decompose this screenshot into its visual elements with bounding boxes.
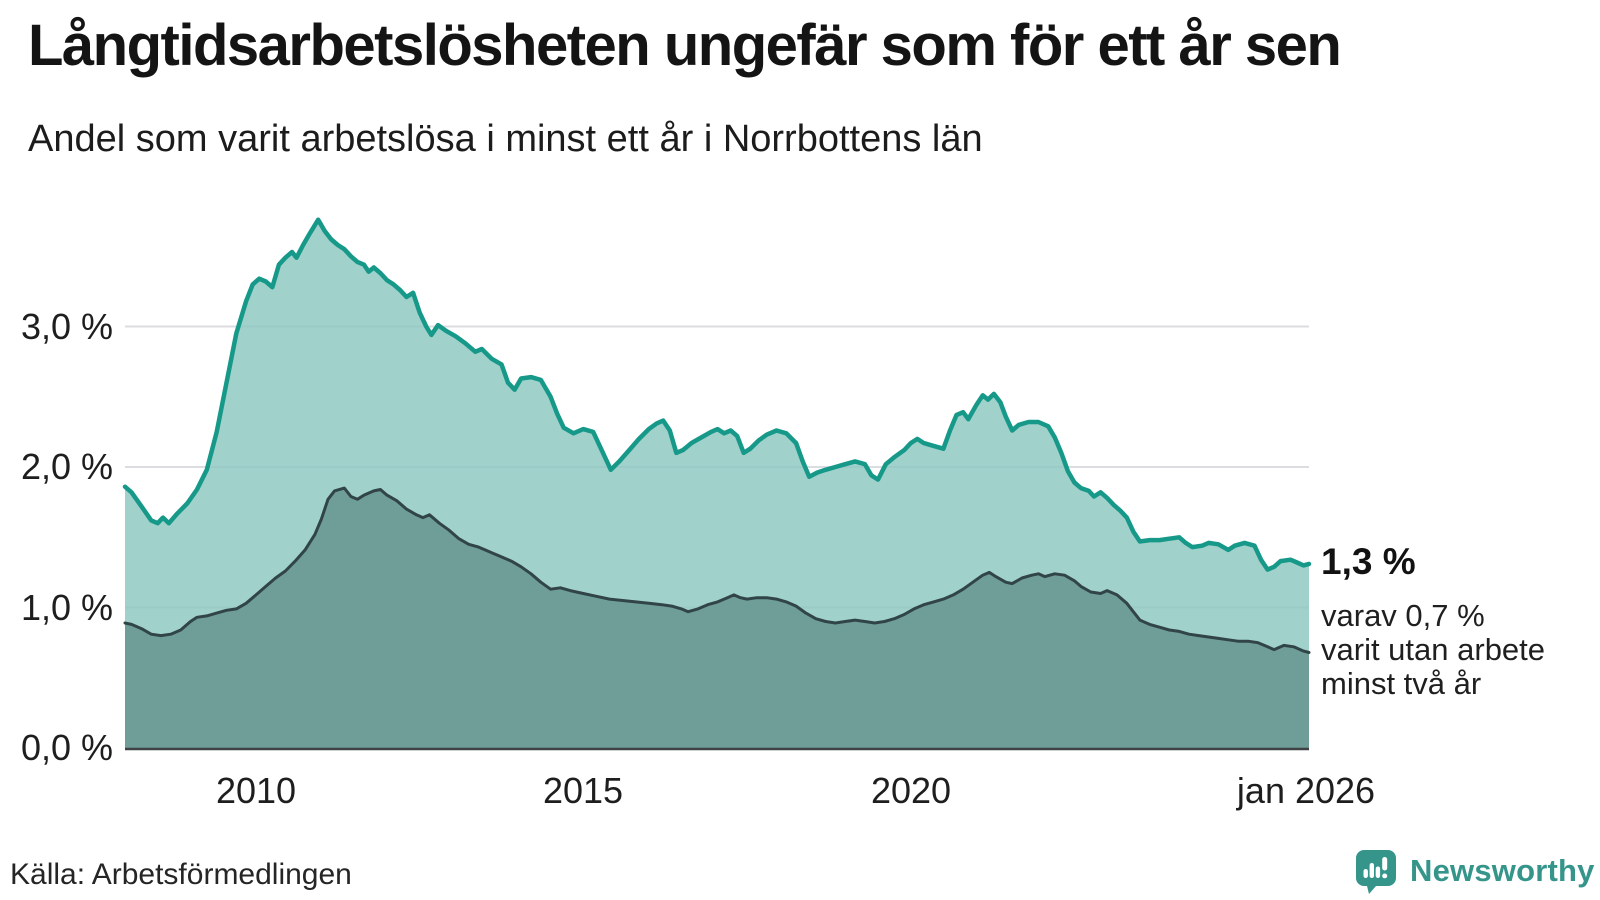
page-title: Långtidsarbetslösheten ungefär som för e…	[28, 13, 1342, 78]
x-tick-label: 2015	[542, 770, 624, 811]
line-series-2	[123, 486, 1311, 654]
y-tick-label: 0,0 %	[20, 727, 113, 768]
speech-bubble-chart-icon	[1356, 850, 1396, 894]
annotation-secondary-line: varit utan arbete	[1321, 632, 1546, 667]
annotation-secondary: varav 0,7 % varit utan arbete minst två …	[1321, 599, 1545, 701]
y-tick-label: 3,0 %	[20, 305, 113, 347]
x-tick-label: jan 2026	[1236, 770, 1376, 811]
y-tick-label: 2,0 %	[20, 446, 113, 487]
annotation-secondary-line: varav 0,7 %	[1321, 598, 1485, 633]
series-areas	[122, 217, 1312, 748]
newsworthy-wordmark: Newsworthy	[1410, 853, 1595, 888]
line-series-1	[122, 217, 1312, 572]
area-series-2	[125, 488, 1309, 748]
annotation-end-value-primary: 1,3 %	[1321, 541, 1416, 582]
annotation-secondary-line: minst två år	[1321, 666, 1482, 701]
y-tick-label: 1,0 %	[20, 586, 113, 628]
page-subtitle: Andel som varit arbetslösa i minst ett å…	[28, 118, 983, 160]
x-tick-label: 2010	[215, 770, 297, 811]
x-tick-label: 2020	[870, 770, 952, 811]
source-note: Källa: Arbetsförmedlingen	[10, 858, 352, 891]
newsworthy-logo: Newsworthy	[1356, 850, 1595, 894]
